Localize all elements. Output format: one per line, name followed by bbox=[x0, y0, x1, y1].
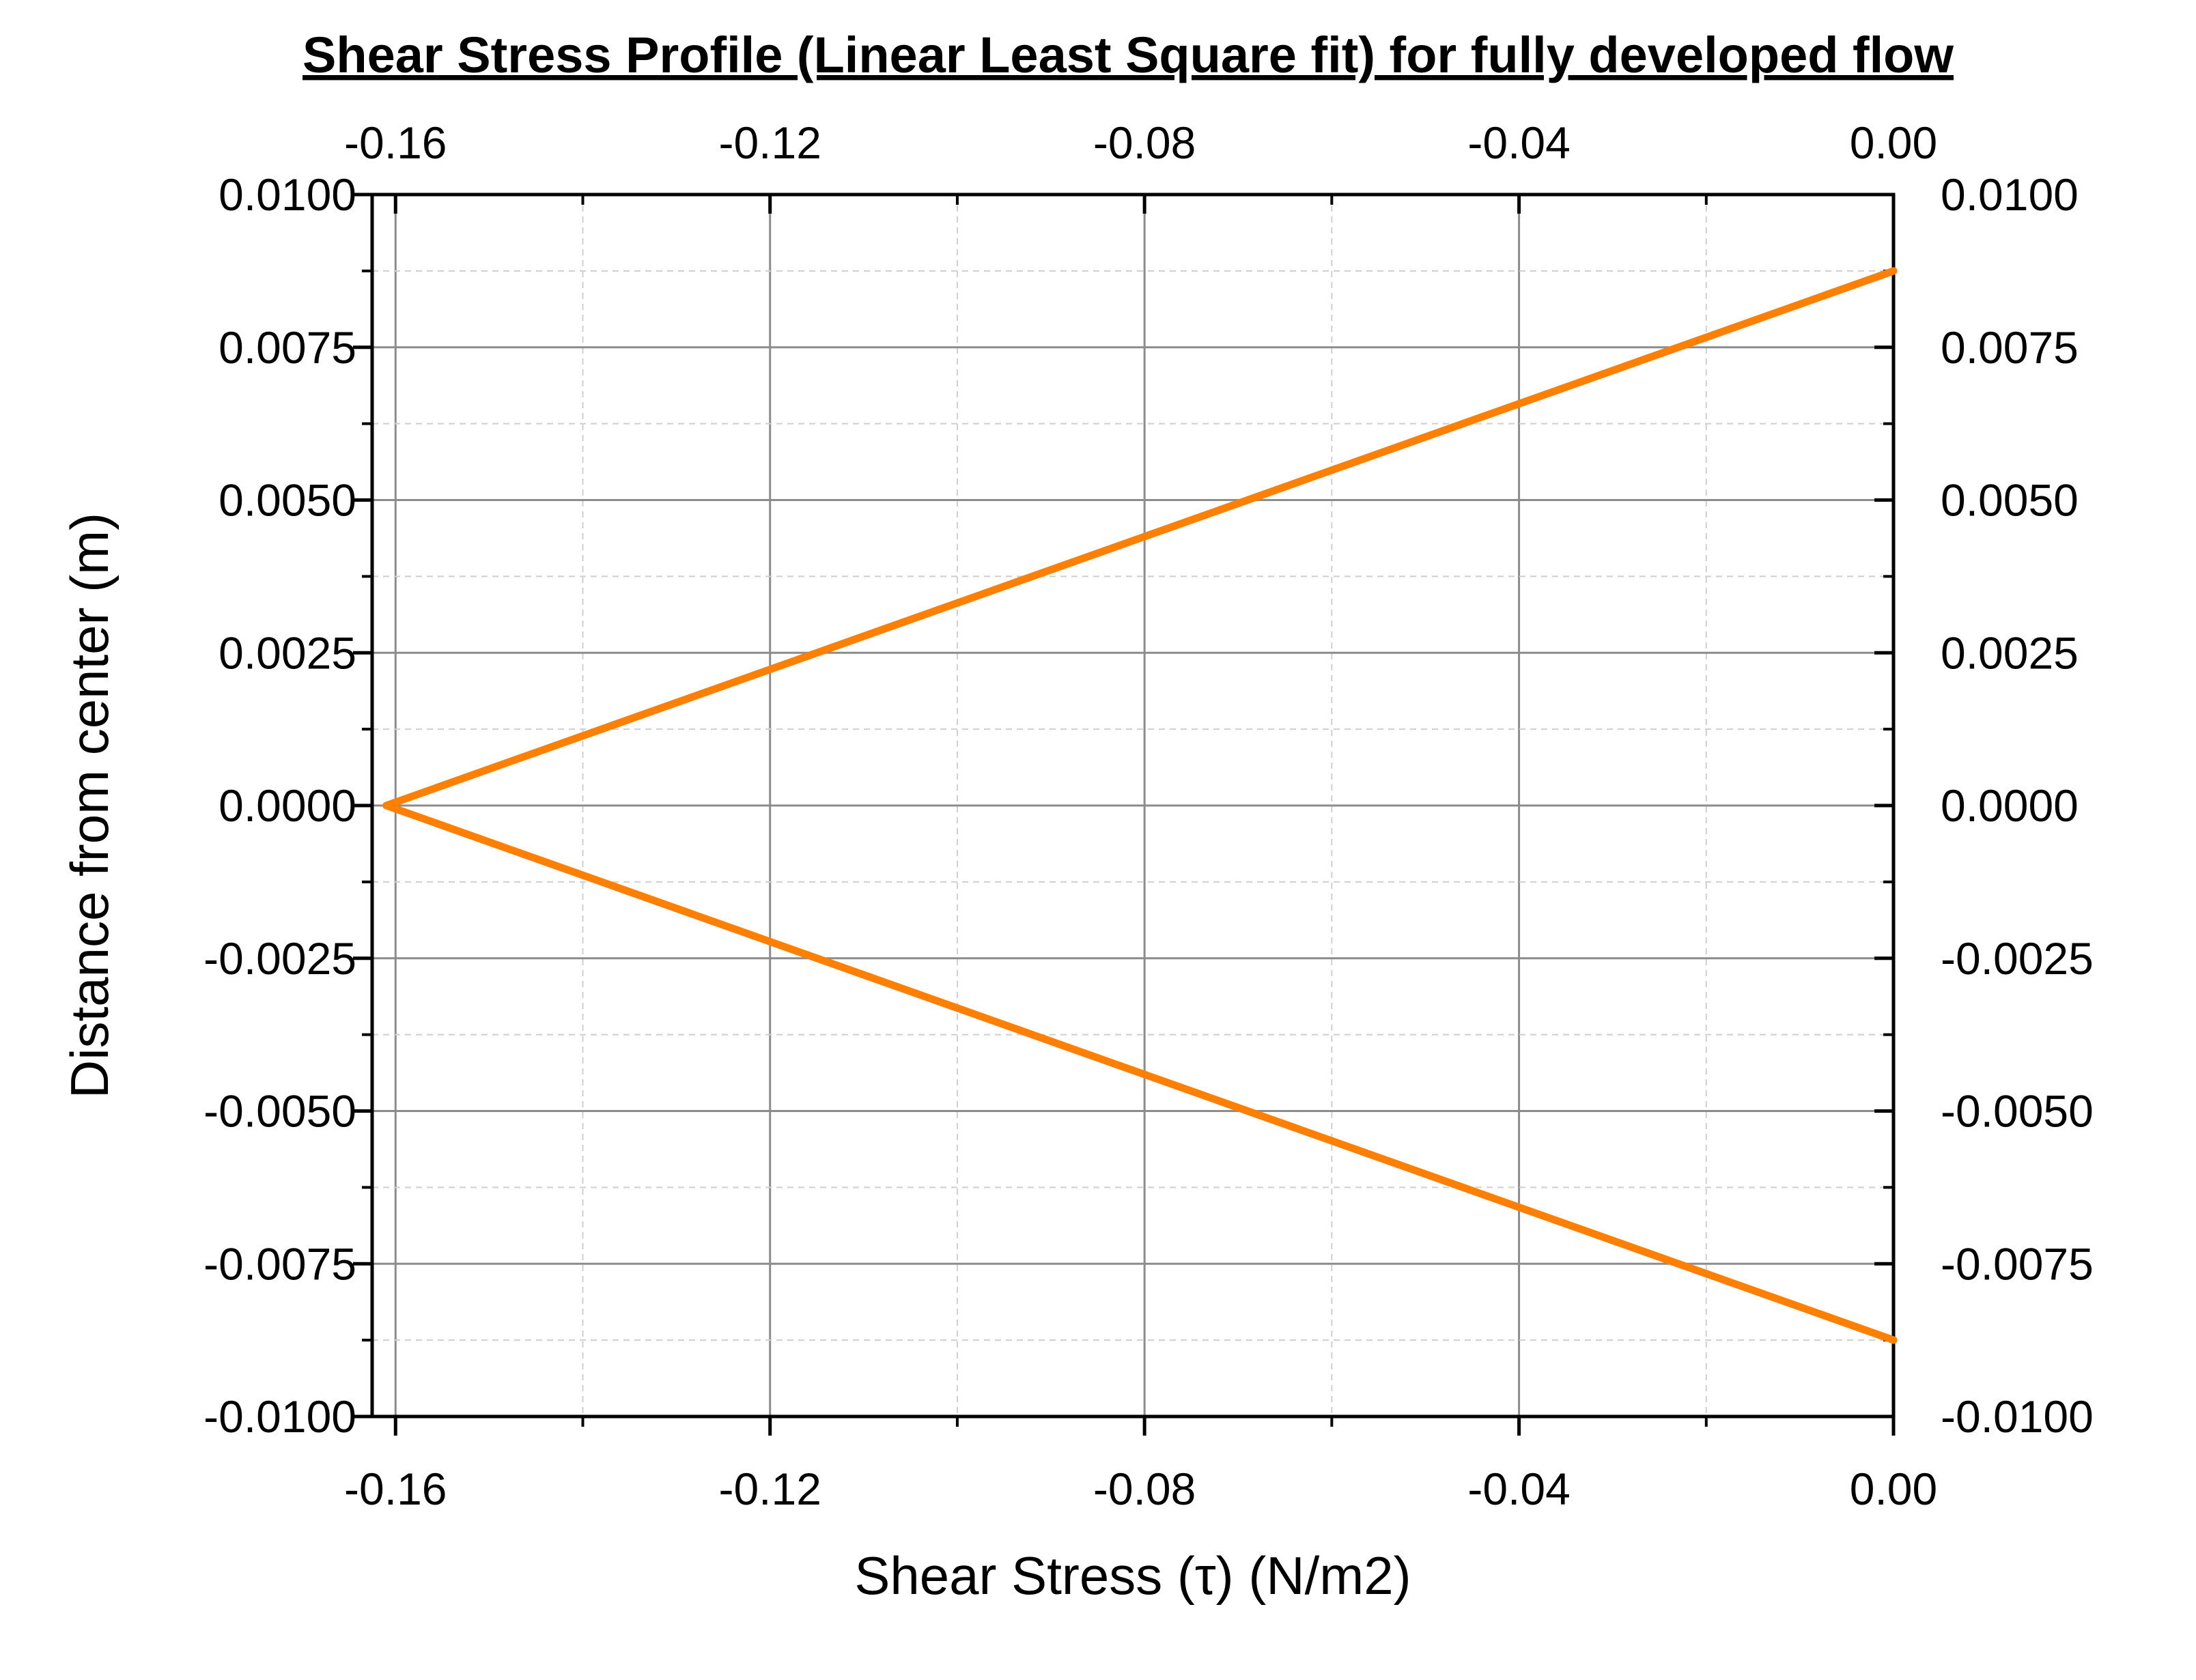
y-tick-label-right: -0.0025 bbox=[1941, 933, 2094, 984]
y-tick-label-left: -0.0025 bbox=[203, 933, 356, 984]
axis-ticks: -0.16 -0.16 -0.12 -0.12 -0.08 -0.08 -0.04 -0.04… bbox=[203, 117, 2094, 1514]
y-tick-label-left: 0.0100 bbox=[219, 169, 356, 220]
y-tick-label-left: -0.0050 bbox=[203, 1086, 356, 1137]
y-tick-label-left: 0.0025 bbox=[219, 627, 356, 678]
x-axis-label: Shear Stress (τ) (N/m2) bbox=[854, 1546, 1411, 1606]
y-tick-label-right: 0.0025 bbox=[1941, 627, 2079, 678]
x-tick-label-bottom: -0.16 bbox=[344, 1464, 447, 1514]
y-tick-label-right: -0.0075 bbox=[1941, 1238, 2094, 1289]
x-tick-label-top: -0.12 bbox=[718, 117, 821, 168]
chart-title: Shear Stress Profile (Linear Least Squar… bbox=[302, 27, 1954, 83]
x-tick-label-bottom: 0.00 bbox=[1850, 1464, 1937, 1514]
x-tick-label-bottom: -0.04 bbox=[1467, 1464, 1570, 1514]
y-tick-label-right: 0.0075 bbox=[1941, 322, 2079, 373]
y-tick-label-right: -0.0050 bbox=[1941, 1086, 2094, 1137]
y-axis-label: Distance from center (m) bbox=[59, 513, 119, 1098]
y-tick-label-right: 0.0000 bbox=[1941, 780, 2079, 831]
shear-stress-fit-line bbox=[382, 267, 1898, 1344]
x-tick-label-top: 0.00 bbox=[1850, 117, 1937, 168]
x-tick-label-bottom: -0.12 bbox=[718, 1464, 821, 1514]
y-tick-label-left: 0.0050 bbox=[219, 475, 356, 526]
x-tick-label-bottom: -0.08 bbox=[1093, 1464, 1196, 1514]
x-tick-label-top: -0.08 bbox=[1093, 117, 1196, 168]
y-tick-label-left: 0.0075 bbox=[219, 322, 356, 373]
y-tick-label-left: 0.0000 bbox=[219, 780, 356, 831]
y-tick-label-right: 0.0050 bbox=[1941, 475, 2079, 526]
y-tick-label-left: -0.0075 bbox=[203, 1238, 356, 1289]
grid bbox=[372, 193, 1895, 1418]
x-tick-label-top: -0.04 bbox=[1467, 117, 1570, 168]
y-tick-label-right: 0.0100 bbox=[1941, 169, 2079, 220]
series-layer bbox=[382, 267, 1898, 1344]
x-tick-label-top: -0.16 bbox=[344, 117, 447, 168]
y-tick-label-right: -0.0100 bbox=[1941, 1391, 2094, 1442]
y-tick-label-left: -0.0100 bbox=[203, 1391, 356, 1442]
